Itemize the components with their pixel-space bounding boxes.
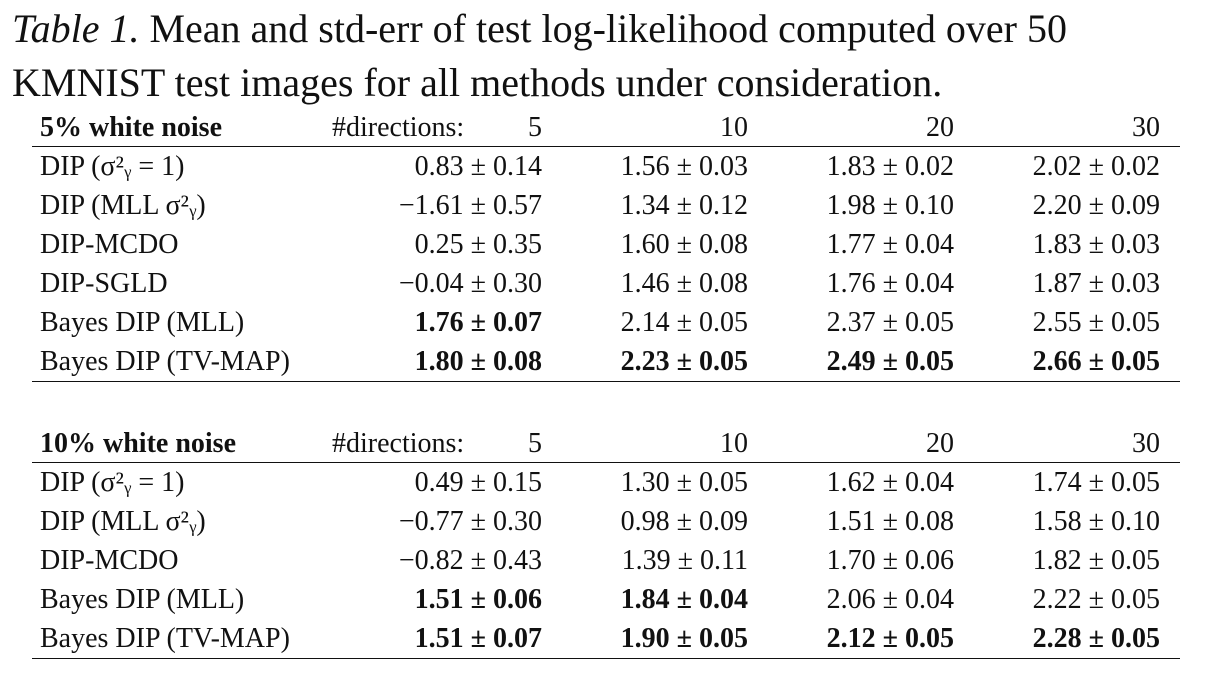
method-name: Bayes DIP (TV-MAP) bbox=[40, 623, 290, 654]
table-row: Bayes DIP (MLL) 1.76 ± 0.07 2.14 ± 0.05 2.3… bbox=[32, 303, 1180, 342]
table-row: DIP-MCDO 0.25 ± 0.35 1.60 ± 0.08 1.77 ± 0.0… bbox=[32, 225, 1180, 264]
method-name: DIP-MCDO bbox=[40, 545, 179, 576]
caption-label: Table 1. bbox=[12, 6, 140, 51]
loglik-value: 1.46 ± 0.08 bbox=[620, 268, 748, 299]
directions-column-header: 20 bbox=[926, 428, 954, 459]
loglik-value: 1.80 ± 0.08 bbox=[414, 346, 542, 377]
loglik-value: 2.37 ± 0.05 bbox=[826, 307, 954, 338]
method-name: Bayes DIP (MLL) bbox=[40, 584, 245, 615]
loglik-value: 2.06 ± 0.04 bbox=[826, 584, 954, 615]
loglik-value: 1.51 ± 0.08 bbox=[826, 506, 954, 537]
table-header-row: 5% white noise #directions: 5 10 20 30 bbox=[32, 112, 1180, 147]
loglik-value: 1.98 ± 0.10 bbox=[826, 190, 954, 221]
loglik-value: 2.55 ± 0.05 bbox=[1032, 307, 1160, 338]
loglik-value: 2.12 ± 0.05 bbox=[826, 623, 954, 654]
loglik-value: 1.56 ± 0.03 bbox=[620, 151, 748, 182]
method-name: DIP-MCDO bbox=[40, 229, 179, 260]
loglik-value: 2.20 ± 0.09 bbox=[1032, 190, 1160, 221]
loglik-value: 1.51 ± 0.06 bbox=[414, 584, 542, 615]
loglik-value: 0.49 ± 0.15 bbox=[414, 467, 542, 498]
table-row: DIP-MCDO −0.82 ± 0.43 1.39 ± 0.11 1.70 ± 0.… bbox=[32, 541, 1180, 580]
method-name: DIP (σ²ᵧ = 1) bbox=[40, 467, 185, 498]
table-row: Bayes DIP (TV-MAP) 1.80 ± 0.08 2.23 ± 0.05… bbox=[32, 342, 1180, 382]
loglik-value: −1.61 ± 0.57 bbox=[398, 190, 542, 221]
loglik-value: 1.76 ± 0.04 bbox=[826, 268, 954, 299]
loglik-value: 1.83 ± 0.03 bbox=[1032, 229, 1160, 260]
caption-text: Mean and std-err of test log-likelihood … bbox=[12, 6, 1067, 105]
loglik-value: 1.83 ± 0.02 bbox=[826, 151, 954, 182]
loglik-value: −0.04 ± 0.30 bbox=[398, 268, 542, 299]
loglik-value: 2.28 ± 0.05 bbox=[1032, 623, 1160, 654]
loglik-value: 1.62 ± 0.04 bbox=[826, 467, 954, 498]
noise-level-title: 5% white noise bbox=[40, 112, 222, 143]
loglik-value: 1.90 ± 0.05 bbox=[620, 623, 748, 654]
loglik-value: 1.84 ± 0.04 bbox=[620, 584, 748, 615]
loglik-value: 0.25 ± 0.35 bbox=[414, 229, 542, 260]
table-row: Bayes DIP (TV-MAP) 1.51 ± 0.07 1.90 ± 0.05… bbox=[32, 619, 1180, 659]
method-name: Bayes DIP (MLL) bbox=[40, 307, 245, 338]
table-caption: Table 1. Mean and std-err of test log-li… bbox=[12, 2, 1207, 110]
directions-column-header: 10 bbox=[720, 428, 748, 459]
table-row: DIP (σ²ᵧ = 1) 0.83 ± 0.14 1.56 ± 0.03 1.83 … bbox=[32, 147, 1180, 186]
directions-column-header: 5 bbox=[528, 112, 542, 143]
directions-column-header: 20 bbox=[926, 112, 954, 143]
loglik-value: 0.83 ± 0.14 bbox=[414, 151, 542, 182]
loglik-value: −0.82 ± 0.43 bbox=[398, 545, 542, 576]
loglik-value: 1.30 ± 0.05 bbox=[620, 467, 748, 498]
loglik-value: 1.39 ± 0.11 bbox=[621, 545, 748, 576]
loglik-value: 2.23 ± 0.05 bbox=[620, 346, 748, 377]
loglik-value: 1.87 ± 0.03 bbox=[1032, 268, 1160, 299]
loglik-value: 1.74 ± 0.05 bbox=[1032, 467, 1160, 498]
directions-column-header: 10 bbox=[720, 112, 748, 143]
loglik-value: 1.70 ± 0.06 bbox=[826, 545, 954, 576]
noise-level-title: 10% white noise bbox=[40, 428, 236, 459]
loglik-value: 1.60 ± 0.08 bbox=[620, 229, 748, 260]
method-name: DIP (MLL σ²ᵧ) bbox=[40, 190, 206, 221]
directions-column-header: 30 bbox=[1132, 428, 1160, 459]
method-name: Bayes DIP (TV-MAP) bbox=[40, 346, 290, 377]
method-name: DIP (MLL σ²ᵧ) bbox=[40, 506, 206, 537]
loglik-value: 1.82 ± 0.05 bbox=[1032, 545, 1160, 576]
directions-column-header: 5 bbox=[528, 428, 542, 459]
table-header-row: 10% white noise #directions: 5 10 20 30 bbox=[32, 428, 1180, 463]
loglik-value: 2.22 ± 0.05 bbox=[1032, 584, 1160, 615]
loglik-value: 2.49 ± 0.05 bbox=[826, 346, 954, 377]
loglik-value: 1.58 ± 0.10 bbox=[1032, 506, 1160, 537]
loglik-value: 1.34 ± 0.12 bbox=[620, 190, 748, 221]
directions-label: #directions: bbox=[332, 428, 465, 459]
method-name: DIP-SGLD bbox=[40, 268, 168, 299]
directions-label: #directions: bbox=[332, 112, 465, 143]
table-row: DIP (MLL σ²ᵧ) −0.77 ± 0.30 0.98 ± 0.09 1.51… bbox=[32, 502, 1180, 541]
loglik-value: −0.77 ± 0.30 bbox=[398, 506, 542, 537]
loglik-value: 1.51 ± 0.07 bbox=[414, 623, 542, 654]
table-row: DIP (MLL σ²ᵧ) −1.61 ± 0.57 1.34 ± 0.12 1.98… bbox=[32, 186, 1180, 225]
loglik-value: 1.76 ± 0.07 bbox=[414, 307, 542, 338]
table-row: DIP-SGLD −0.04 ± 0.30 1.46 ± 0.08 1.76 ± 0.… bbox=[32, 264, 1180, 303]
loglik-value: 2.66 ± 0.05 bbox=[1032, 346, 1160, 377]
loglik-value: 1.77 ± 0.04 bbox=[826, 229, 954, 260]
table-row: DIP (σ²ᵧ = 1) 0.49 ± 0.15 1.30 ± 0.05 1.62 … bbox=[32, 463, 1180, 502]
loglik-value: 0.98 ± 0.09 bbox=[620, 506, 748, 537]
table-row: Bayes DIP (MLL) 1.51 ± 0.06 1.84 ± 0.04 2.0… bbox=[32, 580, 1180, 619]
directions-column-header: 30 bbox=[1132, 112, 1160, 143]
method-name: DIP (σ²ᵧ = 1) bbox=[40, 151, 185, 182]
loglik-value: 2.14 ± 0.05 bbox=[620, 307, 748, 338]
loglik-value: 2.02 ± 0.02 bbox=[1032, 151, 1160, 182]
table-5pct-noise: 5% white noise #directions: 5 10 20 30 DIP (σ²… bbox=[32, 112, 1180, 382]
table-10pct-noise: 10% white noise #directions: 5 10 20 30 DIP (σ… bbox=[32, 428, 1180, 659]
